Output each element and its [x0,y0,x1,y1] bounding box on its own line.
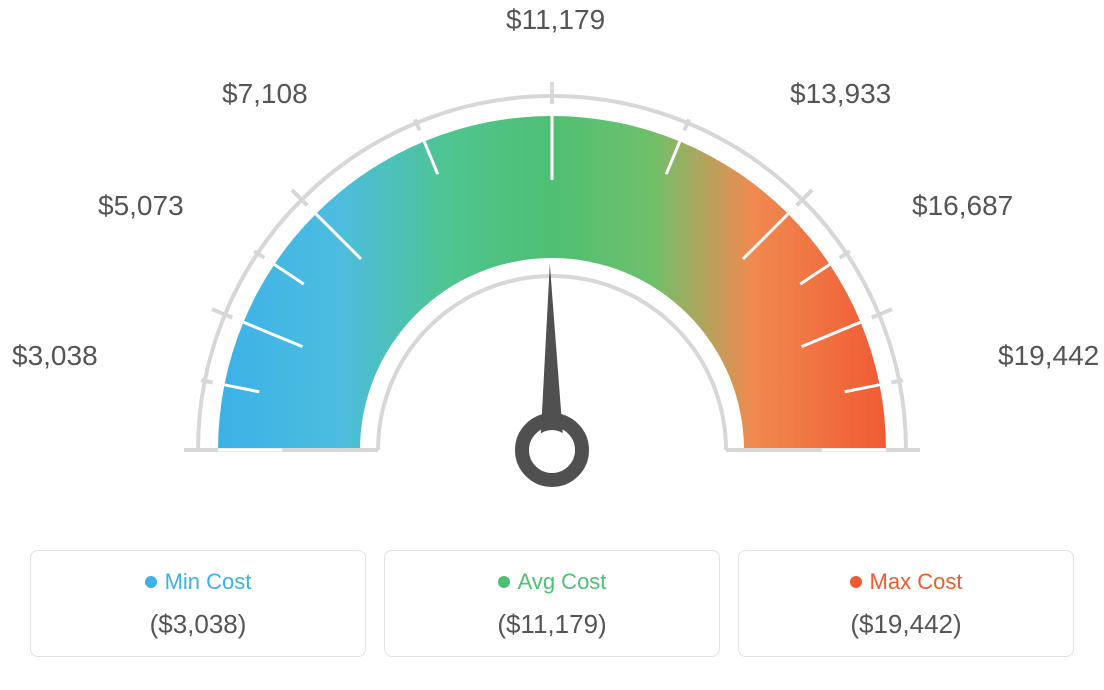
min-cost-value: ($3,038) [45,609,351,640]
min-cost-card: Min Cost ($3,038) [30,550,366,657]
min-dot-icon [145,576,157,588]
tick-label: $13,933 [790,78,891,110]
avg-cost-card: Avg Cost ($11,179) [384,550,720,657]
tick-label: $19,442 [998,340,1099,372]
max-cost-title: Max Cost [870,569,963,595]
avg-cost-title: Avg Cost [518,569,607,595]
tick-label: $3,038 [12,340,98,372]
max-dot-icon [850,576,862,588]
max-cost-value: ($19,442) [753,609,1059,640]
avg-cost-value: ($11,179) [399,609,705,640]
card-title-row: Max Cost [753,569,1059,595]
tick-label: $11,179 [506,4,605,36]
gauge-chart: $3,038 $5,073 $7,108 $11,179 $13,933 $16… [0,0,1104,540]
tick-label: $5,073 [98,190,184,222]
max-cost-card: Max Cost ($19,442) [738,550,1074,657]
tick-label: $7,108 [222,78,308,110]
card-title-row: Avg Cost [399,569,705,595]
tick-label: $16,687 [912,190,1013,222]
cost-cards: Min Cost ($3,038) Avg Cost ($11,179) Max… [0,550,1104,657]
avg-dot-icon [498,576,510,588]
card-title-row: Min Cost [45,569,351,595]
min-cost-title: Min Cost [165,569,252,595]
